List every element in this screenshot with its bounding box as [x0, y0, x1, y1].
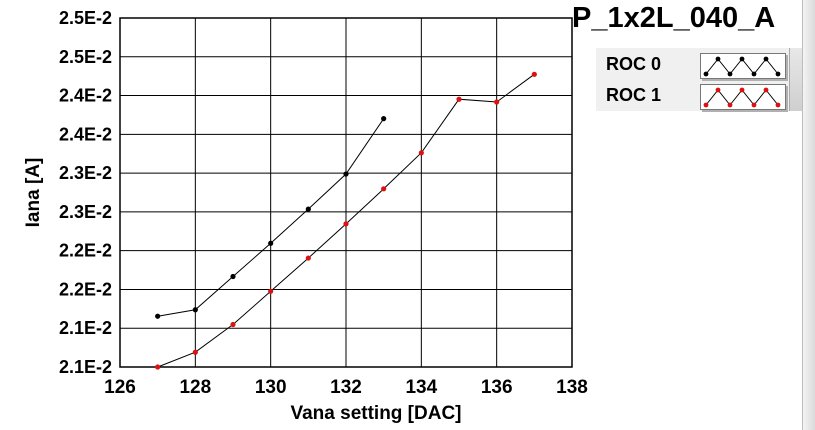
data-point	[230, 321, 236, 328]
legend-marker	[703, 71, 709, 77]
x-axis-label: Vana setting [DAC]	[290, 403, 461, 424]
data-point	[155, 364, 161, 370]
plot-frame	[119, 17, 573, 368]
data-point	[456, 96, 462, 102]
legend-marker	[763, 56, 769, 62]
y-tick-label: 2.2E-2	[59, 279, 112, 299]
y-tick-label: 2.3E-2	[59, 163, 112, 183]
y-tick-label: 2.5E-2	[59, 47, 112, 67]
data-point	[343, 221, 349, 227]
data-point	[418, 150, 424, 156]
data-point	[381, 186, 387, 192]
legend-marker	[703, 102, 709, 108]
x-tick-label: 132	[330, 377, 362, 398]
panel-edge	[802, 0, 815, 430]
legend-item-roc0: ROC 0	[596, 50, 802, 80]
y-tick-label: 2.5E-2	[59, 8, 112, 28]
data-point	[192, 307, 198, 313]
x-tick-label: 126	[104, 377, 136, 398]
legend-label-roc0: ROC 0	[606, 54, 662, 74]
chart-title: P_1x2L_040_A	[572, 2, 776, 34]
legend-marker	[751, 102, 757, 108]
y-tick-label: 2.1E-2	[59, 318, 112, 338]
y-tick-label: 2.4E-2	[59, 86, 112, 106]
legend-marker	[739, 56, 745, 62]
legend-marker	[727, 102, 733, 108]
data-point	[230, 273, 236, 280]
legend-marker	[763, 87, 769, 93]
data-point	[494, 99, 500, 105]
legend-marker	[751, 71, 757, 77]
legend-marker	[775, 102, 781, 108]
y-tick-label: 2.2E-2	[59, 241, 112, 261]
x-tick-label: 128	[179, 377, 211, 398]
series-roc1	[155, 71, 537, 370]
data-point	[305, 206, 311, 212]
legend: ROC 0 ROC 1	[596, 48, 802, 111]
data-point	[343, 171, 349, 177]
y-tick-label: 2.1E-2	[59, 357, 112, 377]
x-tick-label: 134	[405, 377, 437, 398]
data-point	[381, 116, 387, 122]
legend-marker	[727, 71, 733, 77]
data-point	[305, 255, 311, 261]
legend-marker	[715, 87, 721, 93]
data-point	[268, 288, 274, 294]
x-tick-label: 136	[481, 377, 513, 398]
x-tick-label: 138	[556, 377, 588, 398]
legend-swatch-roc1	[700, 84, 786, 110]
data-point	[268, 240, 274, 246]
y-tick-label: 2.4E-2	[59, 124, 112, 144]
legend-swatch-roc0	[700, 53, 786, 79]
legend-label-roc1: ROC 1	[606, 85, 662, 105]
legend-item-roc1: ROC 1	[596, 81, 802, 111]
legend-marker	[775, 71, 781, 77]
y-tick-label: 2.3E-2	[59, 202, 112, 222]
data-point	[531, 71, 537, 77]
series-roc0	[155, 116, 387, 319]
x-tick-label: 130	[255, 377, 287, 398]
y-axis-label: Iana [A]	[23, 158, 44, 228]
data-point	[155, 313, 161, 319]
legend-scrollbar[interactable]	[789, 48, 802, 111]
legend-marker	[739, 87, 745, 93]
data-point	[192, 349, 198, 355]
legend-marker	[715, 56, 721, 62]
